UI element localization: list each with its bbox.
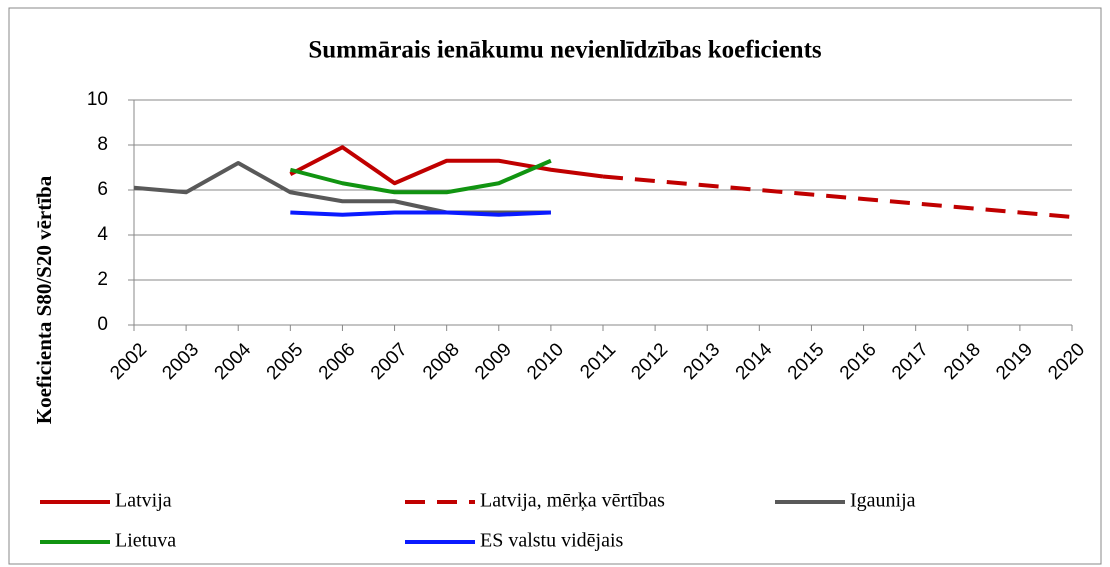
y-tick-label: 6 <box>97 179 108 200</box>
series-line <box>289 158 552 195</box>
y-tick-label: 4 <box>97 224 108 245</box>
series-line <box>290 210 551 217</box>
y-axis-label: Koeficienta S80/S20 vērtība <box>32 175 56 424</box>
y-tick-label: 2 <box>97 269 108 290</box>
chart-frame <box>8 7 1102 565</box>
legend-label: Latvija <box>115 490 172 512</box>
series-line <box>289 145 604 186</box>
y-tick-label: 8 <box>97 134 108 155</box>
legend-label: Latvija, mērķa vērtības <box>480 490 665 512</box>
chart-title: Summārais ienākumu nevienlīdzības koefic… <box>308 37 822 64</box>
series-line <box>602 174 1073 219</box>
legend-label: Igaunija <box>850 490 916 512</box>
y-tick-label: 0 <box>97 314 108 335</box>
legend-label: ES valstu vidējais <box>480 530 624 552</box>
y-tick-label: 10 <box>87 89 108 110</box>
legend-label: Lietuva <box>115 530 176 552</box>
